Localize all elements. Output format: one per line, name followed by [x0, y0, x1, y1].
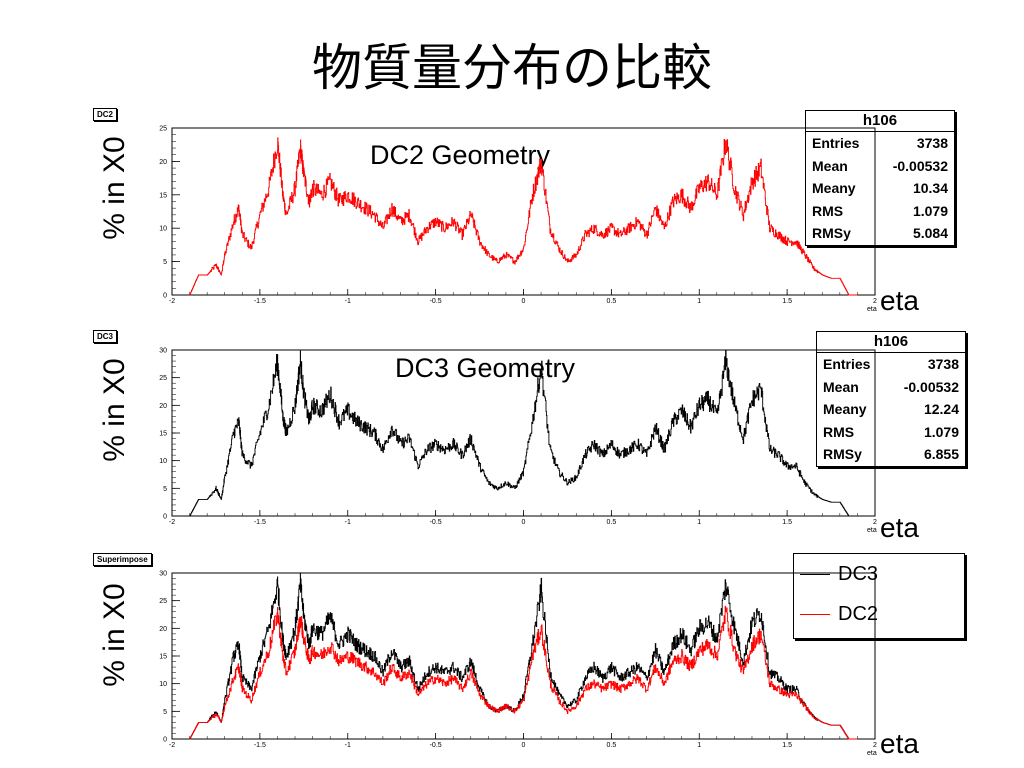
- stats-value: 3738: [916, 135, 948, 151]
- x-axis-label-dc3: eta: [880, 512, 919, 543]
- geometry-label-dc3: DC3 Geometry: [395, 353, 576, 383]
- y-tick-label: 0: [163, 514, 167, 521]
- y-tick-label: 30: [159, 348, 167, 355]
- canvas-tag-superimpose: Superimpose: [93, 553, 152, 566]
- slide-title: 物質量分布の比較: [312, 39, 712, 97]
- x-tick-label: 2: [873, 298, 877, 305]
- x-tick-label: -2: [169, 519, 175, 526]
- x-axis-small-label: eta: [867, 306, 877, 313]
- y-tick-label: 25: [159, 126, 167, 133]
- x-tick-label: 0: [522, 742, 526, 749]
- y-tick-label: 10: [159, 226, 167, 233]
- canvas-tag-dc2: DC2: [93, 108, 118, 121]
- plot-frame: [171, 572, 876, 740]
- x-tick-label: -1.5: [254, 519, 266, 526]
- x-tick-label: -2: [169, 298, 175, 305]
- series-line-dc2: [189, 137, 858, 296]
- stats-title: h106: [817, 332, 965, 353]
- stats-value: 6.855: [923, 446, 959, 462]
- y-tick-label: 20: [159, 159, 167, 166]
- series-line-dc3: [189, 349, 858, 517]
- y-tick-label: 0: [163, 737, 167, 744]
- stats-key: Mean: [823, 378, 859, 395]
- stats-key: Mean: [812, 157, 848, 174]
- x-tick-label: 1: [697, 298, 701, 305]
- stats-key: RMSy: [812, 225, 851, 241]
- x-tick-label: -2: [169, 742, 175, 749]
- stats-key: Entries: [812, 135, 860, 151]
- x-tick-label: 0.5: [607, 519, 617, 526]
- y-tick-label: 10: [159, 458, 167, 465]
- x-tick-label: 0.5: [607, 298, 617, 305]
- stats-key: Meany: [812, 180, 856, 196]
- series-line-dc2: [189, 605, 858, 740]
- canvas-tag-dc3: DC3: [93, 330, 118, 343]
- x-axis-label-dc2: eta: [880, 285, 919, 316]
- x-tick-label: -1.5: [254, 298, 266, 305]
- y-tick-label: 20: [159, 626, 167, 633]
- stats-key: Meany: [823, 401, 867, 417]
- legend-swatch: [800, 573, 830, 575]
- series-line-dc3: [189, 572, 858, 740]
- y-tick-label: 15: [159, 431, 167, 438]
- stats-value: 3738: [927, 356, 959, 372]
- legend-swatch: [800, 613, 830, 615]
- stats-value: 1.079: [912, 202, 948, 219]
- stats-value: -0.00532: [892, 157, 948, 174]
- x-axis-small-label: eta: [867, 527, 877, 534]
- x-tick-label: 1.5: [782, 742, 792, 749]
- x-axis-label-superimpose: eta: [880, 728, 919, 759]
- y-tick-label: 10: [159, 681, 167, 688]
- y-tick-label: 20: [159, 403, 167, 410]
- x-tick-label: 0.5: [607, 742, 617, 749]
- legend: DC3 DC2: [793, 553, 965, 639]
- x-tick-label: 2: [873, 742, 877, 749]
- y-tick-label: 15: [159, 654, 167, 661]
- stats-value: 10.34: [912, 180, 948, 196]
- stats-box-dc3: h106 Entries 3738 Mean -0.00532 Meany 12.24…: [816, 331, 966, 467]
- y-tick-label: 25: [159, 375, 167, 382]
- stats-value: 5.084: [912, 225, 948, 241]
- x-tick-label: -0.5: [430, 742, 442, 749]
- x-tick-label: -1.5: [254, 742, 266, 749]
- x-tick-label: 1.5: [782, 298, 792, 305]
- stats-box-dc2: h106 Entries 3738 Mean -0.00532 Meany 10.34…: [805, 110, 955, 246]
- y-tick-label: 5: [163, 259, 167, 266]
- stats-value: 1.079: [923, 423, 959, 440]
- y-tick-label: 5: [163, 709, 167, 716]
- x-tick-label: -1: [345, 519, 351, 526]
- x-tick-label: -1: [345, 298, 351, 305]
- x-tick-label: -1: [345, 742, 351, 749]
- stats-value: -0.00532: [903, 378, 959, 395]
- y-tick-label: 15: [159, 192, 167, 199]
- y-tick-label: 30: [159, 571, 167, 578]
- y-tick-label: 25: [159, 598, 167, 605]
- y-tick-label: 5: [163, 486, 167, 493]
- stats-key: RMS: [823, 423, 855, 440]
- stats-value: 12.24: [923, 401, 959, 417]
- x-tick-label: 0: [522, 298, 526, 305]
- stats-key: RMS: [812, 202, 844, 219]
- stats-key: RMSy: [823, 446, 862, 462]
- y-tick-label: 0: [163, 293, 167, 300]
- stats-title: h106: [806, 111, 954, 132]
- x-axis-small-label: eta: [867, 750, 877, 757]
- stats-key: Entries: [823, 356, 871, 372]
- x-tick-label: 1.5: [782, 519, 792, 526]
- x-tick-label: 2: [873, 519, 877, 526]
- geometry-label-dc2: DC2 Geometry: [370, 140, 551, 170]
- legend-item-dc2: DC2: [794, 594, 964, 634]
- legend-label: DC2: [838, 602, 879, 625]
- x-tick-label: 1: [697, 519, 701, 526]
- x-tick-label: 0: [522, 519, 526, 526]
- x-tick-label: -0.5: [430, 298, 442, 305]
- x-tick-label: 1: [697, 742, 701, 749]
- x-tick-label: -0.5: [430, 519, 442, 526]
